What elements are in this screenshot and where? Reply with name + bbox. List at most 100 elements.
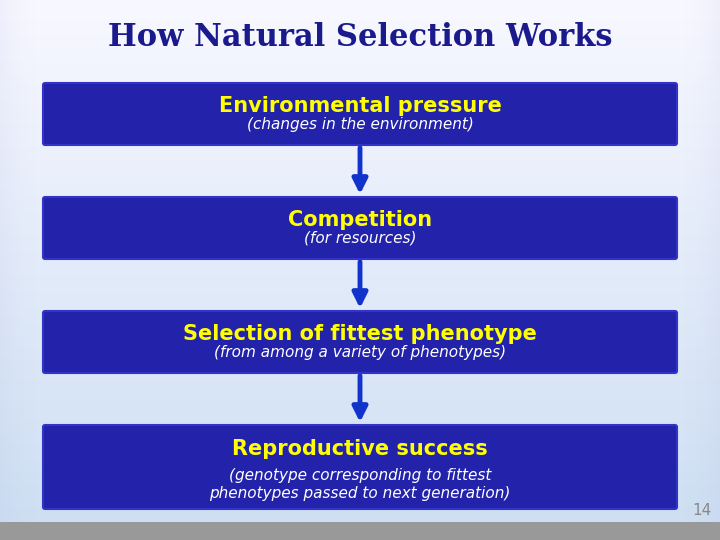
Bar xyxy=(0,398,720,400)
Bar xyxy=(0,146,720,147)
Bar xyxy=(0,405,720,407)
Bar xyxy=(0,518,720,520)
Bar xyxy=(0,420,720,421)
Bar xyxy=(0,466,720,468)
Bar xyxy=(0,120,720,123)
Bar xyxy=(0,302,720,304)
Bar xyxy=(0,525,720,528)
FancyBboxPatch shape xyxy=(43,425,677,509)
Bar xyxy=(0,270,720,272)
Bar xyxy=(0,147,720,150)
Bar xyxy=(0,108,720,110)
Bar xyxy=(0,157,720,158)
Bar xyxy=(0,167,720,169)
Bar xyxy=(0,123,720,124)
Bar xyxy=(0,247,720,248)
Bar xyxy=(0,265,720,266)
Bar xyxy=(0,463,720,464)
Text: Environmental pressure: Environmental pressure xyxy=(219,96,501,116)
Bar xyxy=(0,50,720,52)
Bar xyxy=(0,228,720,231)
Bar xyxy=(0,360,720,362)
Bar xyxy=(0,184,720,185)
Bar xyxy=(0,317,720,319)
Bar xyxy=(0,81,720,83)
Bar xyxy=(0,218,720,220)
Bar xyxy=(0,459,720,461)
Bar xyxy=(0,177,720,178)
Bar xyxy=(0,198,720,200)
Bar xyxy=(0,263,720,265)
Bar xyxy=(0,77,720,79)
Bar xyxy=(0,245,720,247)
Bar xyxy=(0,290,720,292)
Bar xyxy=(0,344,720,346)
Bar xyxy=(0,151,720,153)
Bar xyxy=(0,15,720,16)
Bar xyxy=(0,20,720,22)
Bar xyxy=(0,2,720,4)
Bar xyxy=(0,99,720,101)
Bar xyxy=(0,140,720,142)
Bar xyxy=(0,258,720,259)
Bar xyxy=(0,417,720,420)
Bar xyxy=(0,279,720,281)
Bar xyxy=(0,439,720,441)
Bar xyxy=(0,336,720,339)
Bar xyxy=(0,454,720,455)
Bar xyxy=(0,470,720,471)
Bar xyxy=(0,72,720,74)
Bar xyxy=(0,522,720,540)
Bar xyxy=(0,373,720,374)
Bar xyxy=(0,400,720,401)
Bar xyxy=(0,38,720,39)
Text: Selection of fittest phenotype: Selection of fittest phenotype xyxy=(183,324,537,344)
Bar xyxy=(0,371,720,373)
Bar xyxy=(0,447,720,448)
Text: Competition: Competition xyxy=(288,210,432,230)
Bar xyxy=(0,11,720,12)
Bar xyxy=(0,421,720,423)
Bar xyxy=(0,65,720,66)
Bar xyxy=(0,376,720,378)
Bar xyxy=(0,56,720,58)
Bar xyxy=(0,329,720,331)
Bar xyxy=(0,239,720,241)
Bar xyxy=(0,63,720,65)
FancyBboxPatch shape xyxy=(43,83,677,145)
Bar xyxy=(0,390,720,393)
Bar xyxy=(0,268,720,270)
Bar xyxy=(0,43,720,45)
Bar xyxy=(0,29,720,31)
Bar xyxy=(0,74,720,76)
Bar xyxy=(0,204,720,205)
Bar xyxy=(0,288,720,290)
Bar xyxy=(0,502,720,504)
Bar xyxy=(0,434,720,436)
Bar xyxy=(0,309,720,312)
Bar xyxy=(0,387,720,389)
Bar xyxy=(0,355,720,356)
Bar xyxy=(0,201,720,204)
Bar xyxy=(0,382,720,383)
Bar xyxy=(0,412,720,414)
Bar xyxy=(0,427,720,428)
Bar xyxy=(0,410,720,412)
Bar xyxy=(0,498,720,501)
Bar xyxy=(0,36,720,38)
Bar xyxy=(0,504,720,506)
Bar xyxy=(0,475,720,477)
Bar xyxy=(0,9,720,11)
Bar xyxy=(0,101,720,103)
Bar xyxy=(0,158,720,160)
Bar xyxy=(0,378,720,380)
Bar xyxy=(0,103,720,104)
Bar xyxy=(0,22,720,23)
Bar xyxy=(0,234,720,236)
Bar xyxy=(0,335,720,336)
Bar xyxy=(0,128,720,130)
Bar xyxy=(0,178,720,180)
Bar xyxy=(0,196,720,198)
Bar xyxy=(0,471,720,474)
Bar xyxy=(0,441,720,443)
